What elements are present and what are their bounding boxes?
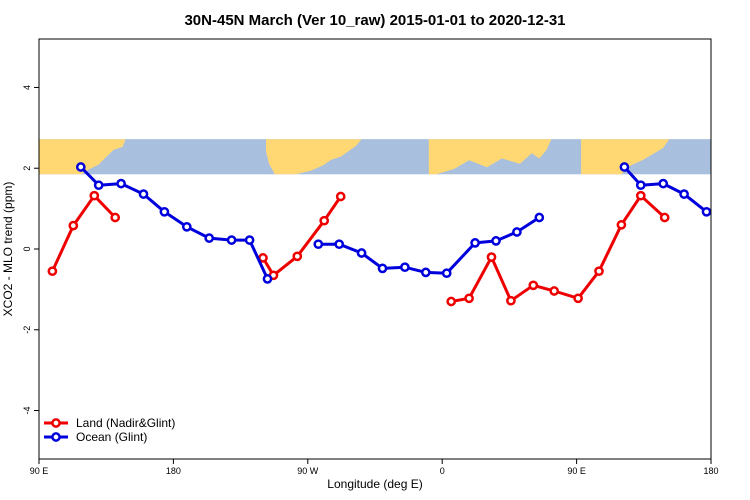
ocean-data-point [512, 227, 522, 237]
ocean-data-point [400, 262, 410, 273]
land-data-point [659, 212, 670, 223]
land-data-point [335, 191, 346, 202]
ocean-data-point [226, 235, 237, 245]
land-data-point [549, 286, 560, 296]
ocean-data-point [635, 180, 646, 191]
x-tick-label: 0 [440, 466, 445, 476]
land-mass [266, 139, 362, 175]
land-mass [581, 139, 670, 175]
x-tick-label: 180 [166, 466, 181, 476]
ocean-data-point [491, 236, 501, 246]
ocean-data-point [159, 206, 170, 217]
land-data-point [528, 280, 539, 291]
ocean-data-point [619, 162, 630, 172]
x-tick-label: 180 [703, 466, 718, 476]
world-map-strip [39, 139, 711, 175]
ocean-data-point [93, 180, 104, 191]
land-data-point [506, 295, 516, 306]
land-data-point [486, 252, 497, 262]
ocean-data-point [262, 274, 273, 284]
land-series-line [51, 194, 117, 272]
ocean-data-point [116, 178, 126, 189]
y-axis-label: XCO2 - MLO trend (ppm) [1, 182, 15, 317]
ocean-data-point [658, 178, 669, 189]
land-data-point [573, 293, 583, 304]
y-tick-label: -4 [22, 407, 32, 415]
land-data-point [616, 219, 627, 230]
land-data-point [110, 212, 121, 223]
land-data-point [446, 296, 457, 307]
ocean-data-point [441, 268, 452, 279]
land-series-line [450, 194, 666, 303]
legend: Land (Nadir&Glint) Ocean (Glint) [44, 416, 175, 444]
ocean-series-line [318, 216, 541, 275]
ocean-data-point [75, 162, 86, 172]
x-tick-label: 90 E [30, 466, 49, 476]
ocean-data-point [534, 212, 545, 223]
land-mass [39, 139, 126, 175]
ocean-data-point [334, 239, 345, 250]
legend-ocean-label: Ocean (Glint) [76, 430, 147, 444]
y-tick-label: 4 [22, 85, 32, 90]
map-land [39, 139, 670, 175]
ocean-data-point [679, 189, 689, 199]
ocean-data-point [377, 263, 388, 274]
legend-ocean-marker [51, 432, 61, 442]
land-data-point [47, 266, 58, 277]
ocean-data-point [138, 189, 149, 199]
x-tick-label: 90 W [297, 466, 319, 476]
ocean-data-point [701, 206, 711, 217]
y-axis: -4 -2 0 2 4 [22, 85, 39, 415]
x-tick-label: 90 E [567, 466, 586, 476]
land-series-line [261, 195, 342, 277]
series-layer [47, 162, 711, 307]
land-data-point [464, 293, 474, 304]
legend-land-label: Land (Nadir&Glint) [76, 416, 175, 430]
y-tick-label: 2 [22, 166, 32, 171]
ocean-data-point [356, 248, 367, 258]
ocean-data-point [420, 267, 431, 278]
ocean-data-point [181, 221, 192, 232]
land-data-point [319, 215, 330, 226]
y-tick-label: 0 [22, 246, 32, 251]
chart-title: 30N-45N March (Ver 10_raw) 2015-01-01 to… [184, 12, 565, 29]
x-axis-label: Longitude (deg E) [327, 477, 422, 491]
land-data-point [594, 266, 604, 277]
land-data-point [292, 251, 303, 262]
land-mass [428, 139, 552, 175]
ocean-data-point [313, 239, 324, 250]
land-data-point [68, 220, 79, 231]
x-axis: 90 E 180 90 W 0 90 E 180 [30, 459, 719, 476]
land-data-point [635, 190, 646, 201]
ocean-data-point [244, 235, 255, 245]
legend-land-marker [51, 418, 61, 428]
land-data-point [89, 190, 100, 201]
y-tick-label: -2 [22, 326, 32, 334]
ocean-data-point [470, 238, 480, 248]
ocean-data-point [204, 233, 215, 243]
ocean-series-line [79, 165, 269, 280]
